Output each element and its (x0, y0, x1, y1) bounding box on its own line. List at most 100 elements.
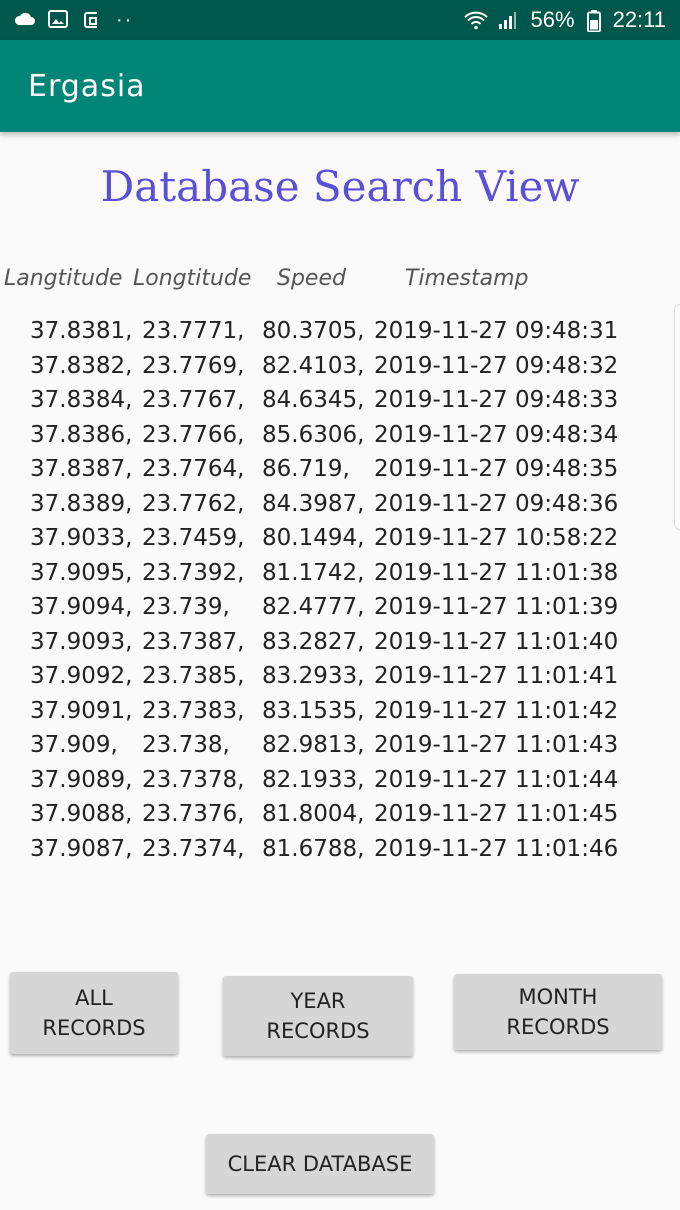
scroll-edge-indicator (674, 304, 680, 530)
record-speed: 82.1933, (262, 766, 365, 793)
record-row: 37.8384, 23.7767, 84.6345, 2019-11-27 09:48… (0, 387, 680, 422)
record-latitude: 37.9088, (30, 801, 133, 827)
record-timestamp: 2019-11-27 09:48:34 (374, 421, 619, 448)
record-latitude: 37.8389, (30, 490, 133, 517)
record-speed: 86.719, (262, 456, 350, 482)
record-longitude: 23.7459, (142, 525, 245, 551)
record-latitude: 37.9089, (30, 766, 133, 793)
record-timestamp: 2019-11-27 11:01:40 (374, 628, 619, 655)
record-longitude: 23.7762, (142, 490, 245, 517)
status-left: ·· (14, 9, 133, 32)
record-speed: 82.4777, (262, 594, 365, 620)
record-row: 37.8381, 23.7771, 80.3705, 2019-11-27 09:48… (0, 318, 680, 353)
column-header-speed: Speed (277, 266, 346, 291)
record-row: 37.909, 23.738, 82.9813, 2019-11-27 11:01:4… (0, 732, 680, 767)
record-speed: 81.6788, (262, 835, 365, 862)
record-timestamp: 2019-11-27 11:01:42 (374, 697, 619, 724)
record-latitude: 37.9091, (30, 697, 133, 724)
app-title: Ergasia (28, 68, 146, 104)
wifi-icon (463, 10, 488, 30)
record-speed: 83.2933, (262, 663, 365, 689)
record-speed: 85.6306, (262, 421, 365, 448)
record-row: 37.8382, 23.7769, 82.4103, 2019-11-27 09:48… (0, 353, 680, 388)
clear-database-button[interactable]: CLEAR DATABASE (206, 1134, 434, 1194)
record-row: 37.9091, 23.7383, 83.1535, 2019-11-27 11:01… (0, 698, 680, 733)
year-records-button[interactable]: YEAR RECORDS (223, 976, 413, 1056)
record-longitude: 23.7385, (142, 663, 245, 689)
record-speed: 84.3987, (262, 490, 365, 517)
record-longitude: 23.7766, (142, 421, 245, 448)
records-list[interactable]: 37.8381, 23.7771, 80.3705, 2019-11-27 09:48… (0, 318, 680, 880)
image-icon (48, 10, 70, 30)
record-timestamp: 2019-11-27 11:01:39 (374, 594, 619, 620)
record-timestamp: 2019-11-27 09:48:31 (374, 318, 619, 344)
year-records-label: YEAR RECORDS (266, 989, 370, 1043)
record-latitude: 37.8387, (30, 456, 133, 482)
app-notification-icon (82, 10, 104, 30)
record-latitude: 37.9087, (30, 835, 133, 862)
record-timestamp: 2019-11-27 11:01:41 (374, 663, 619, 689)
record-row: 37.9033, 23.7459, 80.1494, 2019-11-27 10:58… (0, 525, 680, 560)
record-latitude: 37.9095, (30, 559, 133, 586)
all-records-label: ALL RECORDS (42, 986, 146, 1040)
record-row: 37.8389, 23.7762, 84.3987, 2019-11-27 09:48… (0, 491, 680, 526)
record-speed: 81.1742, (262, 559, 365, 586)
record-latitude: 37.8382, (30, 352, 133, 379)
month-records-button[interactable]: MONTH RECORDS (454, 974, 662, 1050)
column-header-longitude: Longtitude (133, 266, 252, 291)
record-speed: 82.4103, (262, 352, 365, 379)
record-longitude: 23.7764, (142, 456, 245, 482)
clear-database-label: CLEAR DATABASE (227, 1152, 413, 1176)
record-timestamp: 2019-11-27 11:01:43 (374, 732, 619, 758)
status-bar: ·· 56% 22:11 (0, 0, 680, 40)
record-row: 37.9087, 23.7374, 81.6788, 2019-11-27 11:01… (0, 836, 680, 871)
signal-icon (497, 10, 519, 30)
record-latitude: 37.909, (30, 732, 118, 758)
status-time: 22:11 (612, 7, 666, 32)
record-timestamp: 2019-11-27 11:01:38 (374, 559, 619, 586)
record-timestamp: 2019-11-27 09:48:32 (374, 352, 619, 379)
page-title: Database Search View (100, 162, 580, 211)
cloud-icon (14, 10, 36, 30)
column-header-latitude: Langtitude (4, 266, 123, 291)
record-latitude: 37.9093, (30, 628, 133, 655)
record-longitude: 23.7387, (142, 628, 245, 655)
record-row: 37.9095, 23.7392, 81.1742, 2019-11-27 11:01… (0, 560, 680, 595)
record-latitude: 37.9033, (30, 525, 133, 551)
record-latitude: 37.8386, (30, 421, 133, 448)
status-right: 56% 22:11 (463, 7, 666, 33)
record-speed: 83.2827, (262, 628, 365, 655)
record-longitude: 23.7376, (142, 801, 245, 827)
record-row: 37.9088, 23.7376, 81.8004, 2019-11-27 11:01… (0, 801, 680, 836)
record-longitude: 23.739, (142, 594, 230, 620)
all-records-button[interactable]: ALL RECORDS (10, 972, 178, 1054)
record-speed: 83.1535, (262, 697, 365, 724)
record-row: 37.9093, 23.7387, 83.2827, 2019-11-27 11:01… (0, 629, 680, 664)
battery-icon (586, 10, 601, 33)
record-speed: 80.1494, (262, 525, 365, 551)
record-longitude: 23.7769, (142, 352, 245, 379)
record-longitude: 23.7392, (142, 559, 245, 586)
record-latitude: 37.8381, (30, 318, 133, 344)
record-longitude: 23.738, (142, 732, 230, 758)
record-timestamp: 2019-11-27 11:01:45 (374, 801, 619, 827)
record-speed: 80.3705, (262, 318, 365, 344)
record-timestamp: 2019-11-27 09:48:35 (374, 456, 619, 482)
record-row: 37.9089, 23.7378, 82.1933, 2019-11-27 11:01… (0, 767, 680, 802)
record-row: 37.9094, 23.739, 82.4777, 2019-11-27 11:01:… (0, 594, 680, 629)
record-longitude: 23.7374, (142, 835, 245, 862)
record-latitude: 37.9094, (30, 594, 133, 620)
column-header-timestamp: Timestamp (405, 266, 529, 291)
column-headers: Langtitude Longtitude Speed Timestamp (0, 266, 680, 296)
record-latitude: 37.9092, (30, 663, 133, 689)
record-timestamp: 2019-11-27 11:01:46 (374, 835, 619, 862)
record-row: 37.8387, 23.7764, 86.719, 2019-11-27 09:48:… (0, 456, 680, 491)
battery-percentage: 56% (530, 7, 575, 32)
record-speed: 84.6345, (262, 387, 365, 413)
record-speed: 82.9813, (262, 732, 365, 758)
more-notifications-dots: ·· (116, 8, 134, 31)
record-speed: 81.8004, (262, 801, 365, 827)
record-longitude: 23.7383, (142, 697, 245, 724)
record-longitude: 23.7767, (142, 387, 245, 413)
record-row: 37.9092, 23.7385, 83.2933, 2019-11-27 11:01… (0, 663, 680, 698)
